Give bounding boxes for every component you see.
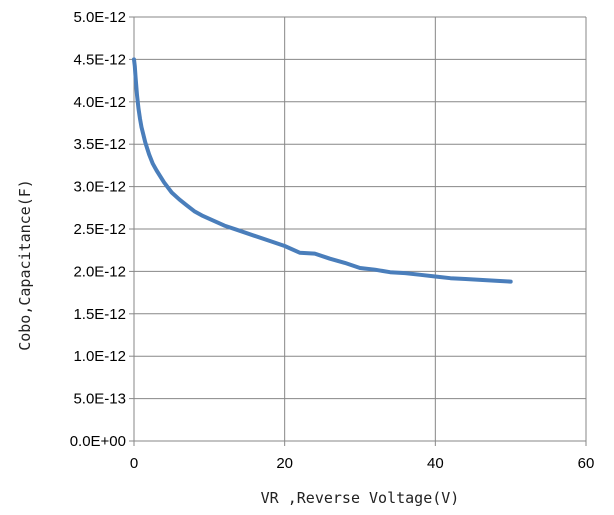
y-tick-label: 2.0E-12 (73, 263, 126, 280)
axis-layer (129, 16, 587, 446)
y-tick-label: 1.5E-12 (73, 306, 126, 323)
y-tick-label: 1.0E-12 (73, 348, 126, 365)
y-tick-label: 4.5E-12 (73, 51, 126, 68)
y-tick-label: 0.0E+00 (70, 433, 126, 450)
x-tick-label: 20 (276, 455, 293, 472)
y-tick-label: 2.5E-12 (73, 221, 126, 238)
x-tick-label: 60 (578, 455, 595, 472)
x-tick-label: 0 (130, 455, 138, 472)
x-axis-title: VR ,Reverse Voltage(V) (261, 489, 460, 507)
y-tick-label: 3.0E-12 (73, 179, 126, 196)
y-tick-label: 3.5E-12 (73, 136, 126, 153)
x-tick-label: 40 (427, 455, 444, 472)
y-tick-label: 4.0E-12 (73, 94, 126, 111)
series-layer (132, 57, 513, 284)
series-line (132, 57, 513, 284)
tick-label-layer: 0.0E+00 5.0E-13 1.0E-12 1.5E-12 2.0E-12 2.5E-… (70, 9, 595, 472)
y-tick-label: 5.0E-13 (73, 391, 126, 408)
y-axis-title: Cobo,Capacitance(F) (16, 179, 34, 351)
grid-layer (133, 16, 587, 442)
y-tick-label: 5.0E-12 (73, 9, 126, 26)
